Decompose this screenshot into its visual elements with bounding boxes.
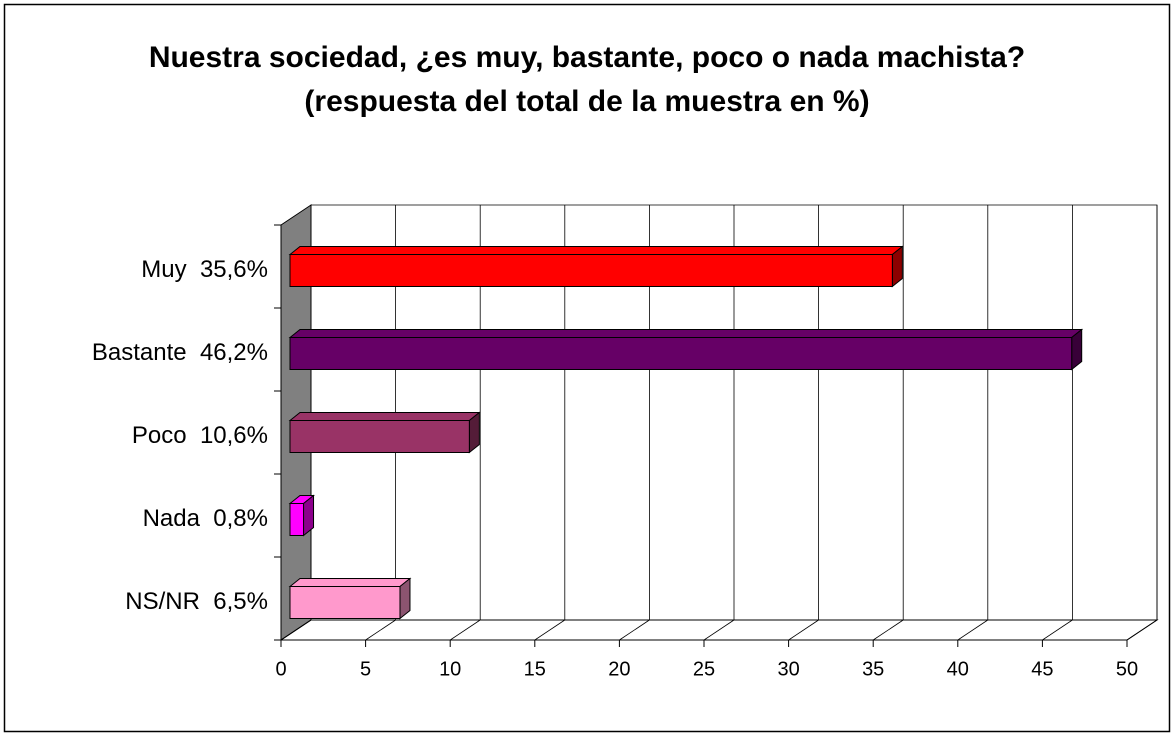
x-tick-label: 35 [862, 658, 884, 680]
x-tick-label: 30 [777, 658, 799, 680]
grid-line [957, 619, 989, 641]
y-tick-label: NS/NR 6,5% [125, 588, 268, 615]
x-tick-label: 10 [439, 658, 461, 680]
y-tick-label: Bastante 46,2% [92, 339, 268, 366]
grid-line [365, 619, 396, 641]
x-tick-label: 40 [947, 658, 969, 680]
bar [289, 503, 305, 536]
grid-line [449, 619, 481, 641]
y-tick-label: Nada 0,8% [143, 505, 268, 532]
x-tick-label: 0 [275, 658, 286, 680]
grid-line [280, 619, 312, 641]
y-tick-label: Muy 35,6% [141, 256, 268, 283]
chart-title: Nuestra sociedad, ¿es muy, bastante, poc… [148, 41, 1026, 118]
x-tick-label: 20 [608, 658, 630, 680]
x-tick-label: 45 [1031, 658, 1053, 680]
bar-top [288, 578, 412, 587]
bar [289, 254, 893, 287]
grid-line [788, 619, 819, 641]
x-tick-label: 50 [1116, 658, 1138, 680]
grid-line [872, 619, 904, 641]
x-tick-label: 25 [693, 658, 715, 680]
x-tick-label: 5 [360, 658, 371, 680]
grid-line [703, 619, 735, 641]
x-tick-label: 15 [524, 658, 546, 680]
bar-top [288, 329, 1084, 338]
bar-top [288, 412, 481, 421]
grid-line [534, 619, 566, 641]
bar-top [288, 246, 904, 255]
y-tick-label: Poco 10,6% [132, 422, 268, 449]
grid-line [1042, 619, 1073, 641]
grid-line [619, 619, 650, 641]
bar [289, 337, 1073, 370]
bar [289, 586, 401, 619]
grid-line [1126, 619, 1158, 641]
bar [289, 420, 470, 453]
